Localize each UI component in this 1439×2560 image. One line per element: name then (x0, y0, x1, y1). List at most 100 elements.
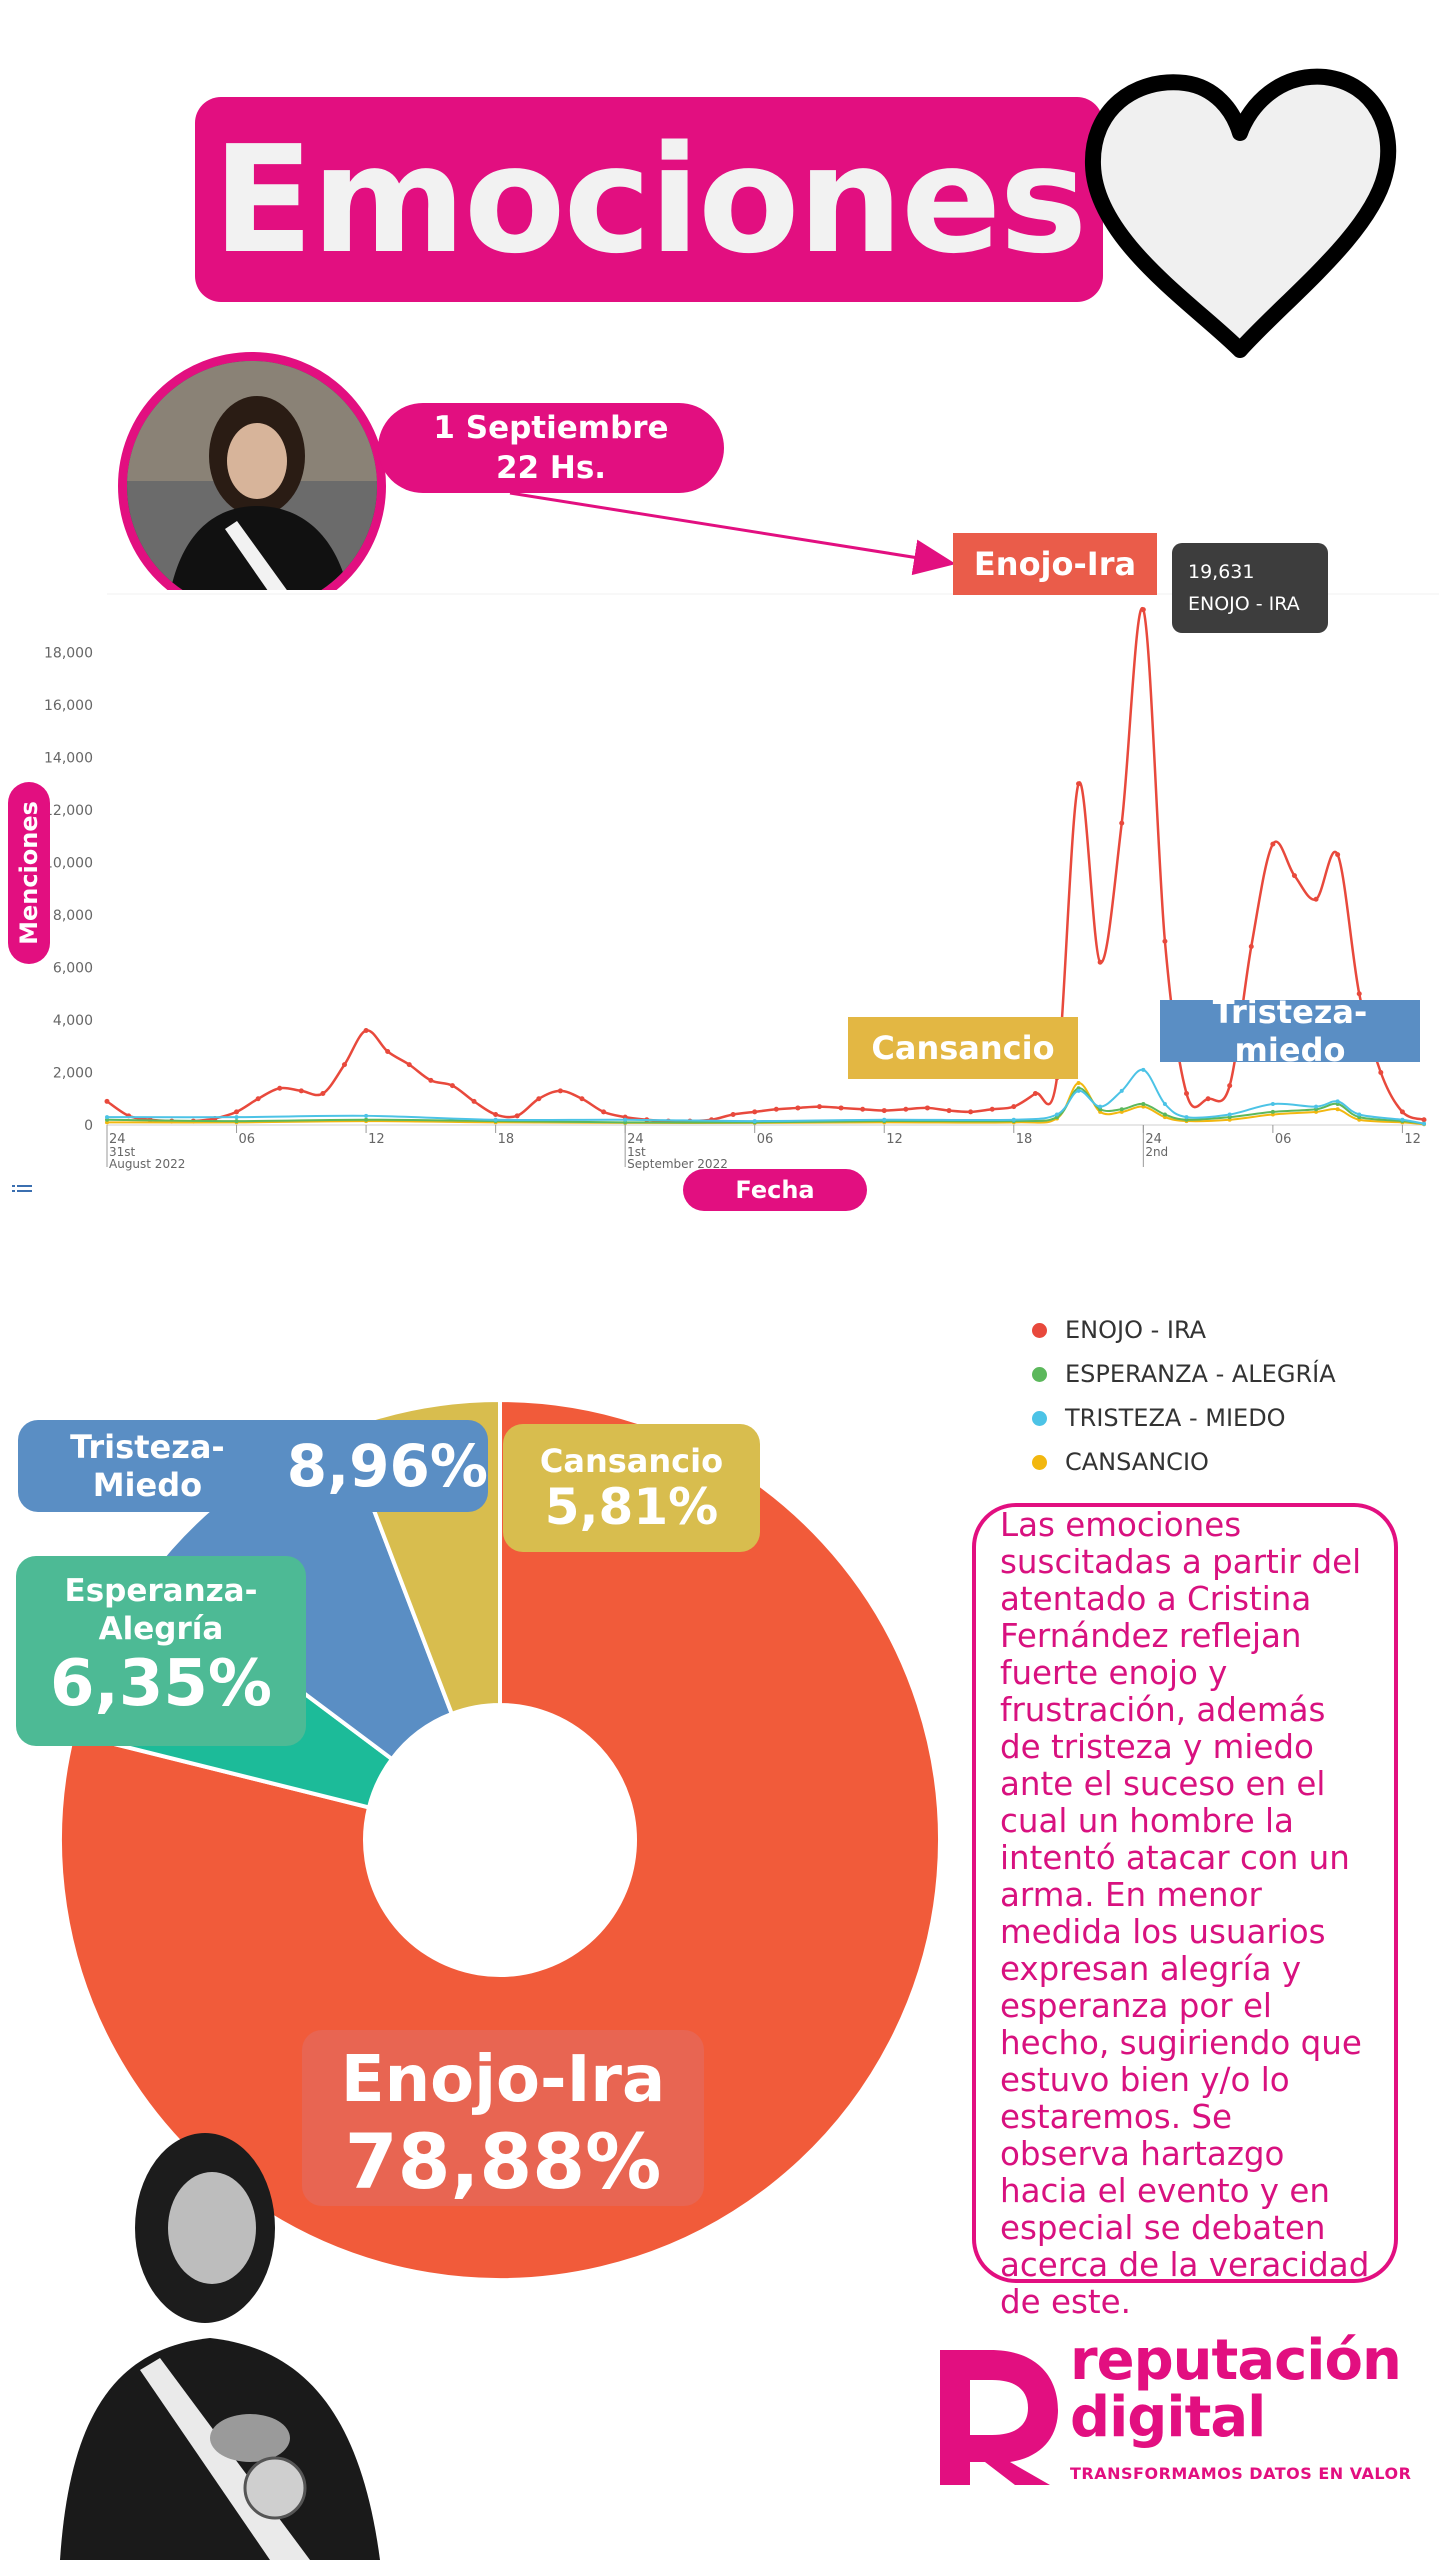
description-box: Las emociones suscitadas a partir del at… (972, 1503, 1398, 2321)
series-point (255, 1096, 261, 1102)
tooltip-value: 19,631 (1188, 561, 1255, 583)
y-tick-label: 12,000 (44, 803, 93, 819)
series-point (428, 1077, 434, 1083)
series-point (1119, 1107, 1124, 1112)
series-point (946, 1108, 952, 1114)
series-line-enojo-ira (106, 606, 1425, 1123)
x-tick-label: 24 (1145, 1132, 1162, 1147)
series-point (1227, 1083, 1233, 1089)
legend-item[interactable]: ESPERANZA - ALEGRÍA (1032, 1352, 1432, 1396)
legend-item[interactable]: ENOJO - IRA (1032, 1308, 1432, 1352)
y-tick-label: 6,000 (53, 961, 93, 977)
series-point (601, 1109, 607, 1115)
x-tick-sublabel: 31st (109, 1145, 136, 1159)
y-tick-label: 4,000 (53, 1013, 93, 1029)
portrait-photo-top (118, 352, 386, 620)
series-point (903, 1106, 909, 1112)
series-point (816, 1104, 822, 1110)
series-point (234, 1119, 239, 1124)
x-tick-label: 06 (757, 1132, 774, 1147)
series-point (320, 1091, 326, 1096)
legend-item[interactable]: TRISTEZA - MIEDO (1032, 1396, 1432, 1440)
series-point (730, 1112, 736, 1117)
x-tick-sublabel: 2nd (1145, 1145, 1168, 1159)
series-point (752, 1109, 758, 1115)
series-point (1162, 1102, 1167, 1106)
legend-item[interactable]: CANSANCIO (1032, 1440, 1432, 1484)
legend-label: ENOJO - IRA (1065, 1316, 1207, 1344)
portrait-illustration (127, 361, 377, 611)
series-point (1076, 1081, 1081, 1085)
tristeza-pie-label-text: Tristeza-Miedo (70, 1428, 225, 1504)
cansancio-pie-label: Cansancio 5,81% (503, 1424, 760, 1552)
series-point (277, 1085, 283, 1091)
series-point (1184, 1091, 1190, 1096)
series-point (493, 1112, 499, 1117)
series-point (557, 1088, 563, 1094)
legend-label: CANSANCIO (1065, 1448, 1209, 1476)
chart-legend: ENOJO - IRA ESPERANZA - ALEGRÍA TRISTEZA -… (1032, 1308, 1432, 1484)
x-tick-sublabel: September 2022 (627, 1157, 728, 1171)
cansancio-pie-label-text: Cansancio (539, 1442, 724, 1480)
series-point (1119, 1088, 1124, 1093)
esperanza-pie-label: Esperanza-Alegría 6,35% (16, 1556, 306, 1746)
x-tick-sublabel: August 2022 (109, 1157, 185, 1171)
series-point (1270, 841, 1276, 847)
series-point (385, 1049, 391, 1054)
chart-tooltip: 19,631 ENOJO - IRA (1172, 543, 1328, 633)
series-point (1270, 1109, 1275, 1114)
tristeza-annotation: Tristeza-miedo (1160, 993, 1420, 1069)
x-tick-sublabel: 1st (627, 1145, 646, 1159)
x-tick-label: 12 (368, 1132, 385, 1147)
series-point (1162, 1112, 1167, 1117)
series-point (1141, 1067, 1146, 1072)
x-tick-label: 06 (239, 1132, 256, 1147)
series-point (1076, 781, 1082, 787)
y-tick-label: 16,000 (44, 698, 93, 714)
series-point (752, 1119, 757, 1124)
series-point (1356, 991, 1362, 997)
esperanza-pie-label-text: Esperanza-Alegría (64, 1573, 258, 1647)
title-banner: Emociones (195, 97, 1103, 302)
series-point (1119, 820, 1125, 826)
date-annotation: 1 Septiembre 22 Hs. (378, 403, 724, 493)
y-tick-label: 18,000 (44, 646, 93, 662)
series-point (1011, 1117, 1016, 1122)
x-tick-label: 12 (1404, 1132, 1421, 1147)
series-point (493, 1117, 498, 1122)
series-point (838, 1105, 844, 1111)
series-point (1227, 1112, 1232, 1117)
legend-swatch (1032, 1366, 1047, 1382)
y-tick-label: 2,000 (53, 1066, 93, 1082)
series-point (1140, 607, 1146, 613)
y-axis-label: Menciones (8, 782, 50, 964)
series-point (449, 1083, 455, 1089)
line-chart: 0 2,000 4,000 6,000 8,000 10,000 12,000 14,000 1… (0, 590, 1439, 1210)
series-point (1400, 1117, 1405, 1122)
series-point (105, 1115, 109, 1120)
series-point (1291, 873, 1297, 879)
series-point (1205, 1096, 1211, 1102)
heart-icon (1084, 68, 1397, 358)
series-point (1054, 1112, 1059, 1117)
series-point (1422, 1121, 1426, 1126)
series-point (1313, 896, 1319, 902)
logo-tagline: TRANSFORMAMOS DATOS EN VALOR (1070, 2464, 1412, 2483)
series-point (1357, 1112, 1362, 1117)
series-point (364, 1117, 369, 1122)
x-tick-label: 18 (1016, 1132, 1033, 1147)
series-point (1076, 1088, 1081, 1093)
series-point (341, 1062, 347, 1068)
date-line-2: 22 Hs. (495, 450, 607, 486)
y-tick-label: 0 (84, 1118, 93, 1134)
date-line-1: 1 Septiembre (433, 410, 669, 446)
description-text: Las emociones suscitadas a partir del at… (1000, 1506, 1370, 2321)
y-tick-label: 10,000 (44, 856, 93, 872)
x-axis-label: Fecha (683, 1169, 867, 1211)
series-point (989, 1106, 995, 1112)
series-point (1011, 1104, 1017, 1110)
legend-swatch (1032, 1322, 1047, 1338)
menu-icon[interactable] (12, 1183, 34, 1197)
cansancio-annotation: Cansancio (848, 1017, 1078, 1079)
series-point (363, 1028, 369, 1033)
